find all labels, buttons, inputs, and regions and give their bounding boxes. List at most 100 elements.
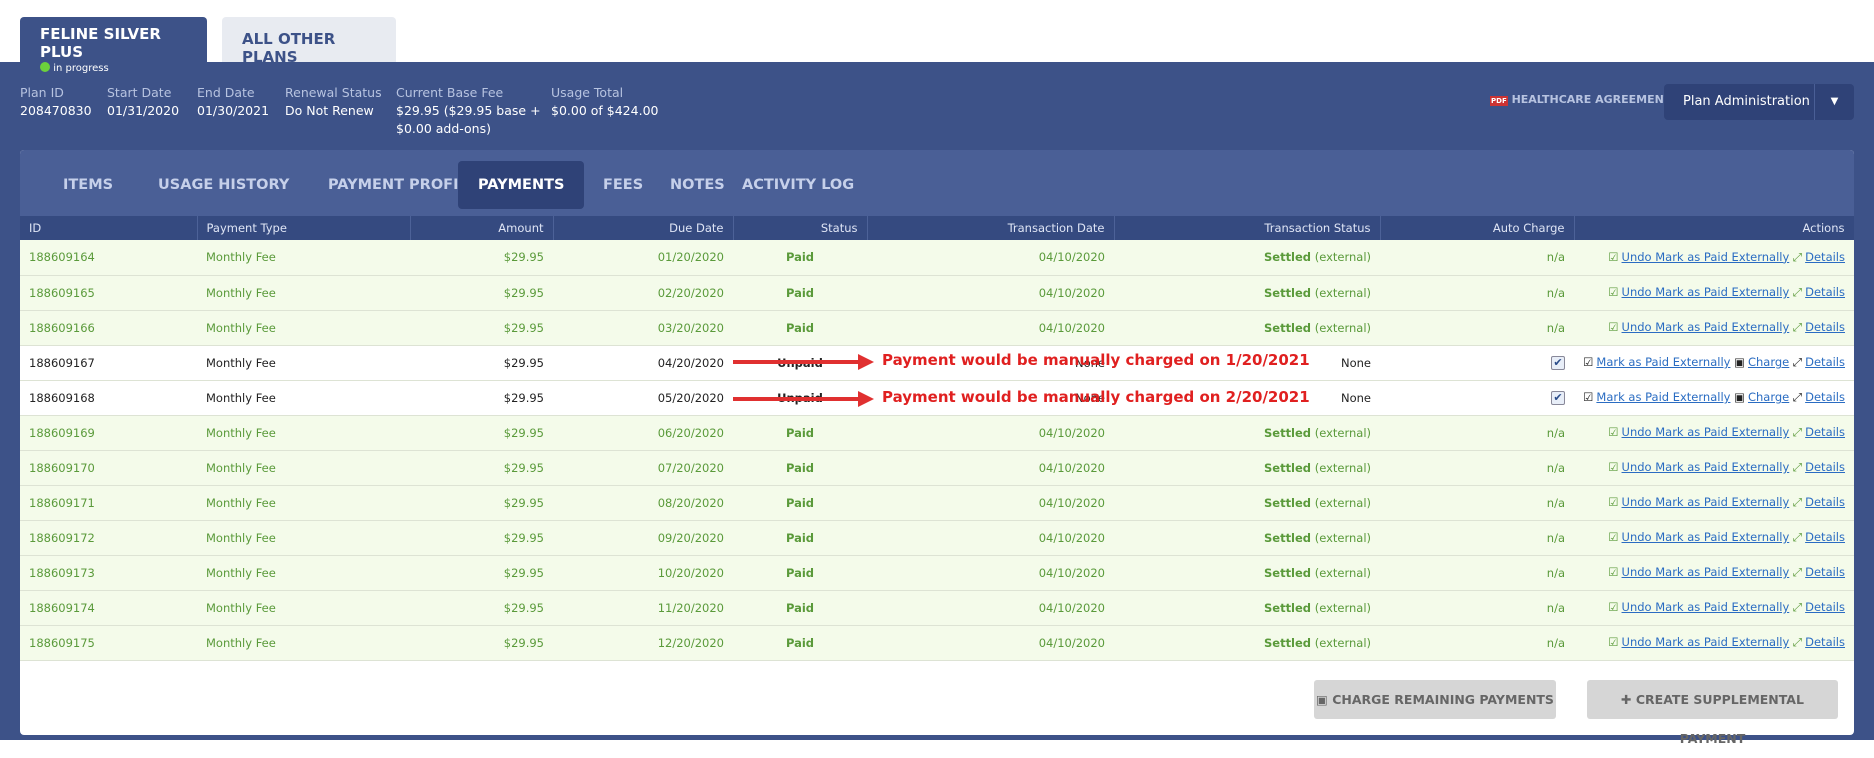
action-link[interactable]: Details xyxy=(1805,495,1845,509)
cell: 188609170 xyxy=(20,450,197,486)
action-link[interactable]: Details xyxy=(1805,460,1845,474)
action-link[interactable]: Details xyxy=(1805,635,1845,649)
action-link[interactable]: Details xyxy=(1805,530,1845,544)
cell: n/a xyxy=(1380,415,1574,451)
annotation-text: Payment would be manually charged on 2/2… xyxy=(882,388,1310,406)
cell: $29.95 xyxy=(410,275,553,311)
transaction-note: (external) xyxy=(1314,635,1371,650)
cell: $29.95 xyxy=(410,415,553,451)
nav-tab[interactable]: NOTES xyxy=(670,177,725,193)
cell: Paid xyxy=(733,625,867,661)
tab-title: ALL OTHER PLANS xyxy=(242,30,336,66)
cell: 188609174 xyxy=(20,590,197,626)
info-item: Usage Total $0.00 of $424.00 xyxy=(551,84,686,120)
transaction-status: Settled xyxy=(1263,530,1312,545)
action-link[interactable]: Details xyxy=(1805,425,1845,439)
transaction-status: Settled xyxy=(1263,635,1312,650)
charge-remaining-button[interactable]: ▣ CHARGE REMAINING PAYMENTS xyxy=(1314,680,1556,719)
action-link[interactable]: Undo Mark as Paid Externally xyxy=(1621,530,1790,544)
column-header: Payment Type xyxy=(197,216,411,240)
action-link[interactable]: Details xyxy=(1805,320,1845,334)
cell: None xyxy=(1114,345,1380,381)
cell: 08/20/2020 xyxy=(553,485,733,521)
action-link[interactable]: Undo Mark as Paid Externally xyxy=(1621,425,1790,439)
cell: ☑ Undo Mark as Paid Externally ⤢ Details xyxy=(1574,275,1854,311)
auto-charge-checkbox[interactable]: ✔ xyxy=(1551,356,1565,370)
cell: Settled (external) xyxy=(1114,415,1380,451)
auto-charge: n/a xyxy=(1546,600,1565,615)
action-link[interactable]: Details xyxy=(1805,285,1845,299)
cell: Monthly Fee xyxy=(197,415,410,451)
action-link[interactable]: Charge xyxy=(1747,355,1790,369)
payment-row: 188609166 Monthly Fee $29.95 03/20/2020 Paid… xyxy=(20,310,1854,346)
cell: Monthly Fee xyxy=(197,240,410,276)
payment-row: 188609165 Monthly Fee $29.95 02/20/2020 Paid… xyxy=(20,275,1854,311)
cell: Monthly Fee xyxy=(197,485,410,521)
transaction-status: Settled xyxy=(1263,320,1312,335)
cell: ☑ Undo Mark as Paid Externally ⤢ Details xyxy=(1574,555,1854,591)
cell: Settled (external) xyxy=(1114,625,1380,661)
action-link[interactable]: Details xyxy=(1805,600,1845,614)
cell: Paid xyxy=(733,240,867,276)
cell: ☑ Undo Mark as Paid Externally ⤢ Details xyxy=(1574,450,1854,486)
transaction-note: (external) xyxy=(1314,495,1371,510)
create-payment-button[interactable]: ✚ CREATE SUPPLEMENTAL PAYMENT xyxy=(1587,680,1838,746)
cell: $29.95 xyxy=(410,345,553,381)
action-link[interactable]: Details xyxy=(1805,565,1845,579)
plan-tab[interactable]: ALL OTHER PLANS xyxy=(222,17,396,66)
auto-charge: n/a xyxy=(1546,285,1565,300)
agreement-link[interactable]: PDF HEALTHCARE AGREEMENT xyxy=(1490,93,1671,106)
status-dot xyxy=(40,62,50,72)
cell: ☑ Mark as Paid Externally ▣ Charge ⤢ Detail… xyxy=(1574,380,1854,416)
cell: Paid xyxy=(733,485,867,521)
button-text: Plan Administration xyxy=(1683,94,1810,109)
action-link[interactable]: Undo Mark as Paid Externally xyxy=(1621,249,1790,264)
cell: 188609175 xyxy=(20,625,197,661)
cell: n/a xyxy=(1380,310,1574,346)
auto-charge: n/a xyxy=(1546,250,1565,265)
column-header: Actions xyxy=(1574,216,1854,240)
nav-tab[interactable]: PAYMENT PROFILE xyxy=(328,177,478,193)
nav-tab[interactable]: PAYMENTS xyxy=(458,161,585,209)
cell: $29.95 xyxy=(410,625,553,661)
action-link[interactable]: Mark as Paid Externally xyxy=(1596,390,1731,404)
cell: n/a xyxy=(1380,590,1574,626)
transaction-note: (external) xyxy=(1314,565,1371,580)
info-value: 208470830 xyxy=(20,103,92,118)
action-link[interactable]: Details xyxy=(1805,390,1845,404)
cell: $29.95 xyxy=(410,240,553,276)
cell: 188609166 xyxy=(20,310,197,346)
transaction-status: Settled xyxy=(1263,600,1312,615)
column-header: Auto Charge xyxy=(1380,216,1575,240)
action-link[interactable]: Undo Mark as Paid Externally xyxy=(1621,285,1790,299)
action-link[interactable]: Undo Mark as Paid Externally xyxy=(1621,635,1790,649)
cell: n/a xyxy=(1380,625,1574,661)
auto-charge-checkbox[interactable]: ✔ xyxy=(1551,391,1565,405)
action-link[interactable]: Charge xyxy=(1747,390,1790,404)
action-link[interactable]: Undo Mark as Paid Externally xyxy=(1621,460,1790,474)
cell: 04/10/2020 xyxy=(867,485,1114,521)
cell: None xyxy=(1114,380,1380,416)
cell: 01/20/2020 xyxy=(553,240,733,276)
nav-tab[interactable]: ACTIVITY LOG xyxy=(742,177,855,193)
cell: 05/20/2020 xyxy=(553,380,733,416)
nav-tab[interactable]: USAGE HISTORY xyxy=(158,177,290,193)
action-link[interactable]: Undo Mark as Paid Externally xyxy=(1621,600,1790,614)
info-item: Start Date 01/31/2020 xyxy=(107,84,207,120)
admin-button[interactable]: Plan Administration ▼ xyxy=(1664,84,1854,120)
transaction-note: (external) xyxy=(1314,460,1371,475)
action-link[interactable]: Mark as Paid Externally xyxy=(1596,355,1731,369)
arrow-head xyxy=(858,354,874,370)
action-link[interactable]: Undo Mark as Paid Externally xyxy=(1621,320,1790,334)
column-header: ID xyxy=(20,216,198,240)
action-link[interactable]: Undo Mark as Paid Externally xyxy=(1621,565,1790,579)
nav-tab[interactable]: ITEMS xyxy=(63,177,114,193)
cell: n/a xyxy=(1380,240,1574,276)
action-link[interactable]: Details xyxy=(1805,355,1845,369)
action-link[interactable]: Details xyxy=(1805,249,1845,264)
payments-panel: ITEMS USAGE HISTORY PAYMENT PROFILE PAYMENT… xyxy=(20,150,1854,735)
action-link[interactable]: Undo Mark as Paid Externally xyxy=(1621,495,1790,509)
cell: 12/20/2020 xyxy=(553,625,733,661)
nav-tab[interactable]: FEES xyxy=(603,177,644,193)
plan-tab[interactable]: FELINE SILVER PLUS in progress xyxy=(20,17,207,74)
